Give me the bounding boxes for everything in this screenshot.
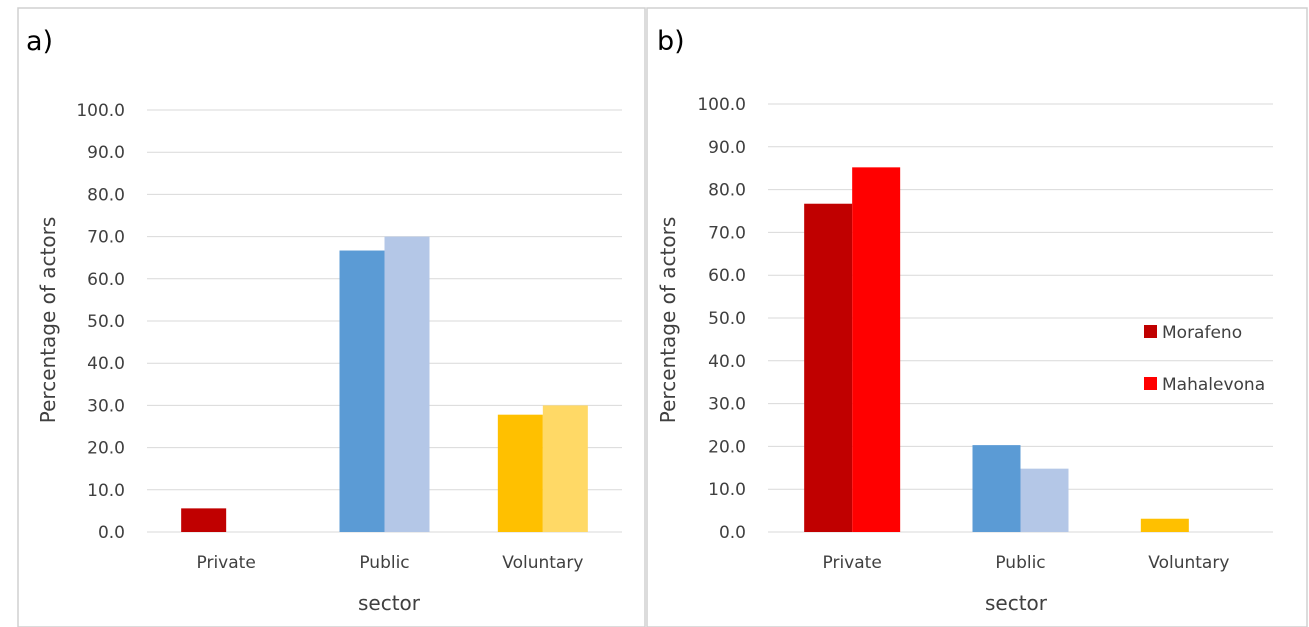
panel-a-y-tick-label: 0.0 [98,523,125,543]
panel-b-y-tick-label: 0.0 [719,523,746,543]
panel-b-y-axis-title: Percentage of actors [656,217,680,423]
panel-a-y-tick-labels: 0.0 10.0 20.0 30.0 40.0 50.0 60.0 70.0 80.0 90.0 1… [76,101,125,543]
panel-b-y-tick-label: 30.0 [708,395,746,415]
panel-a-y-tick-label: 60.0 [87,270,125,290]
panel-b-bar-private-series-1 [804,203,853,532]
panel-a-y-axis-title: Percentage of actors [36,217,60,423]
panel-a-y-tick-label: 80.0 [87,185,125,205]
panel-b-y-tick-label: 80.0 [708,181,746,201]
panel-b-bar-private-series-2 [852,167,901,532]
panel-a-y-tick-label: 40.0 [87,354,125,374]
panel-b-y-tick-label: 10.0 [708,480,746,500]
panel-a-y-tick-label: 30.0 [87,396,125,416]
panel-a-x-tick-label: Public [359,553,409,573]
panel-b-y-tick-labels: 0.0 10.0 20.0 30.0 40.0 50.0 60.0 70.0 80.0 90.0 1… [697,95,746,543]
panel-b-bar-voluntary-series-1 [1140,518,1189,532]
panel-b-y-tick-label: 90.0 [708,138,746,158]
panel-a-y-tick-label: 10.0 [87,481,125,501]
panel-a-bar-private-series-1 [181,508,227,532]
panel-b-y-tick-label: 50.0 [708,309,746,329]
panel-a-label: a) [26,26,53,57]
panel-a-bars [181,236,588,532]
panel-a-y-tick-label: 100.0 [76,101,125,121]
panel-b-y-tick-label: 60.0 [708,266,746,286]
panel-b: b) 0.0 10.0 20.0 30.0 40.0 50.0 60.0 70.0 80.0 90… [646,7,1308,627]
panel-a-x-tick-labels: Private Public Voluntary [197,553,584,573]
panel-b-x-axis-title: sector [985,591,1048,615]
panel-a-x-axis-title: sector [358,591,421,615]
panel-b-legend: Morafeno Mahalevona [1144,323,1265,395]
panel-b-x-tick-labels: Private Public Voluntary [823,553,1230,573]
legend-swatch-mahalevona [1144,377,1157,390]
panel-a-x-tick-label: Voluntary [502,553,583,573]
panel-b-label: b) [657,26,685,57]
legend-swatch-morafeno [1144,325,1157,338]
panel-a: a) 0.0 10.0 20.0 30.0 40.0 50.0 60.0 70.0 80.0 90… [17,7,646,627]
panel-a-y-tick-label: 50.0 [87,312,125,332]
panel-b-y-tick-label: 20.0 [708,437,746,457]
panel-a-bar-voluntary-series-2 [542,405,588,532]
panel-b-bars [804,167,1189,532]
panel-a-bar-public-series-2 [384,236,430,532]
panel-a-x-tick-label: Private [197,553,256,573]
panel-a-y-tick-label: 70.0 [87,228,125,248]
panel-b-x-tick-label: Voluntary [1148,553,1229,573]
panel-b-x-tick-label: Private [823,553,882,573]
panel-b-y-tick-label: 40.0 [708,352,746,372]
panel-b-x-tick-label: Public [995,553,1045,573]
panel-a-bar-public-series-1 [339,250,385,532]
legend-label-morafeno: Morafeno [1162,323,1242,343]
panel-b-bar-public-series-1 [972,445,1021,532]
panel-a-bar-voluntary-series-1 [497,414,543,532]
panel-b-y-tick-label: 100.0 [697,95,746,115]
panel-b-bar-public-series-2 [1020,468,1069,532]
panel-a-y-tick-label: 20.0 [87,439,125,459]
legend-label-mahalevona: Mahalevona [1162,375,1265,395]
panel-a-y-tick-label: 90.0 [87,143,125,163]
panel-b-y-tick-label: 70.0 [708,223,746,243]
